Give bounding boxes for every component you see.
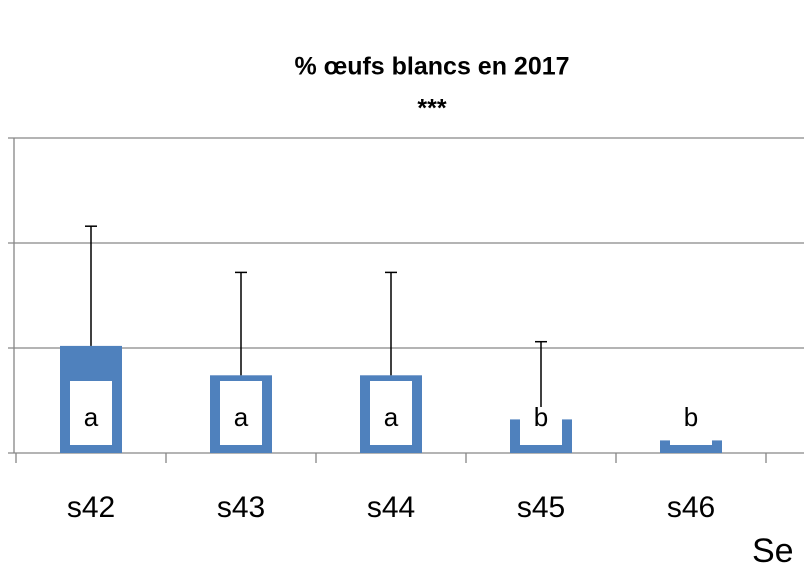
- bar-letter: a: [84, 402, 99, 432]
- bar-letter: b: [684, 402, 698, 432]
- x-tick-label: s43: [217, 491, 265, 524]
- label-box: [520, 407, 562, 445]
- x-tick-label: s42: [67, 491, 115, 524]
- label-box: [370, 381, 412, 445]
- x-tick-label: s46: [667, 491, 715, 524]
- bar-letter: a: [234, 402, 249, 432]
- chart-subtitle: ***: [417, 95, 446, 123]
- chart-title: % œufs blancs en 2017: [294, 53, 569, 81]
- x-tick-label: s44: [367, 491, 415, 524]
- x-axis-title: Se: [752, 532, 794, 567]
- label-box: [70, 381, 112, 445]
- x-tick-label: s45: [517, 491, 565, 524]
- label-box: [670, 407, 712, 445]
- bar-letter: a: [384, 402, 399, 432]
- label-box: [220, 381, 262, 445]
- bar-letter: b: [534, 402, 548, 432]
